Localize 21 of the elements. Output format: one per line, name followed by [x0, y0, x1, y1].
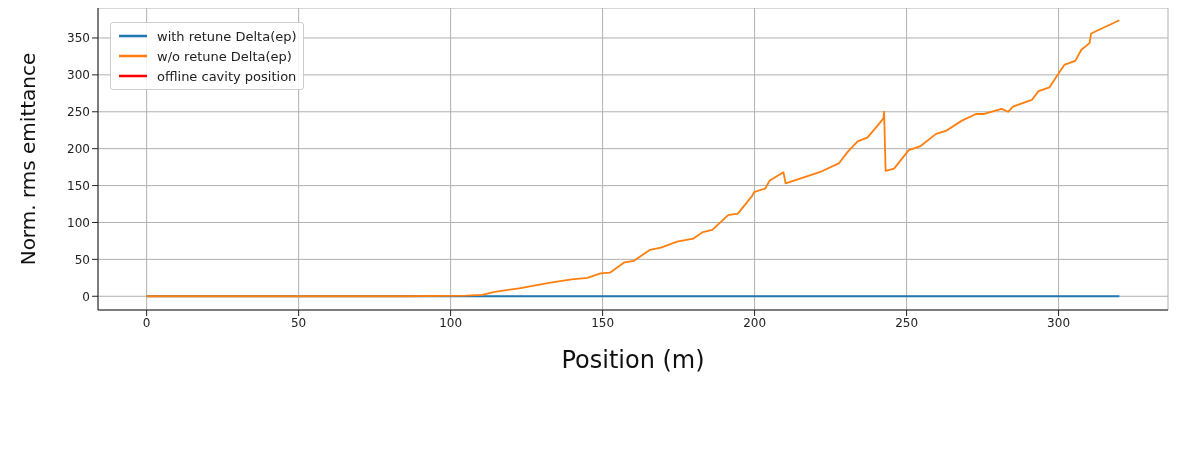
y-tick-label: 100: [67, 215, 90, 230]
legend-label: with retune Delta(ep): [157, 28, 297, 44]
x-tick-label: 0: [142, 315, 151, 330]
y-tick-label: 350: [67, 31, 90, 46]
y-tick-label: 150: [67, 178, 90, 193]
legend-label: offline cavity position: [157, 68, 297, 84]
x-axis-title: Position (m): [561, 346, 705, 374]
x-tick-label: 100: [439, 315, 463, 330]
y-tick-label: 200: [67, 141, 90, 156]
legend-label: w/o retune Delta(ep): [157, 48, 292, 64]
x-tick-label: 50: [290, 315, 307, 330]
x-tick-label: 150: [591, 315, 615, 330]
y-tick-label: 250: [67, 105, 90, 120]
x-tick-label: 250: [895, 315, 919, 330]
y-tick-label: 0: [82, 289, 90, 304]
y-axis-title: Norm. rms emittance: [16, 52, 41, 266]
y-tick-label: 50: [74, 252, 90, 267]
line-series: [145, 19, 1121, 298]
x-tick-label: 300: [1047, 315, 1071, 330]
y-tick-label: 300: [67, 68, 90, 83]
x-tick-label: 200: [743, 315, 767, 330]
